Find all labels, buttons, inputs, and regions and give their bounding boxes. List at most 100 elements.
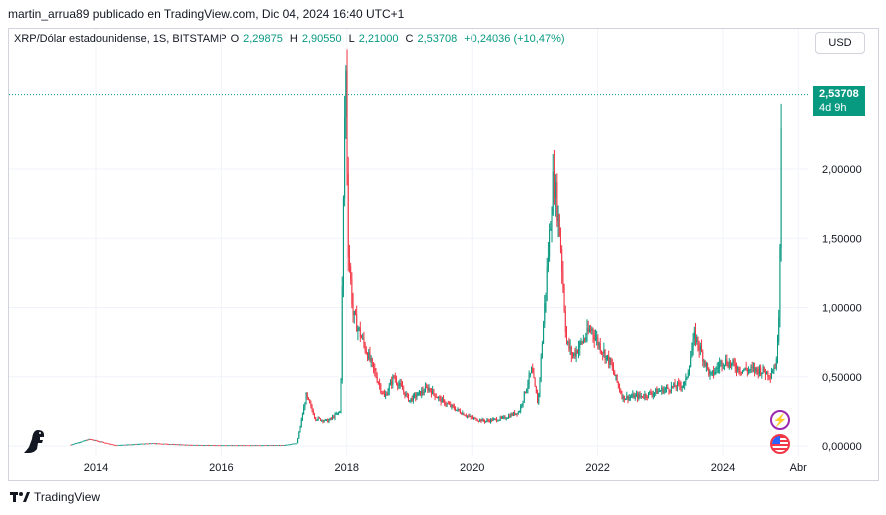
- candle-body: [106, 442, 108, 444]
- candle-body: [497, 420, 499, 422]
- candle-body: [90, 439, 92, 441]
- candle-body: [282, 445, 284, 447]
- candle-body: [779, 248, 781, 318]
- candle-body: [160, 443, 162, 445]
- candle-body: [257, 445, 259, 447]
- candle-body: [359, 327, 361, 338]
- candle-body: [383, 393, 385, 397]
- candle-body: [310, 403, 312, 406]
- candle-body: [709, 372, 711, 376]
- candle-body: [203, 445, 205, 447]
- tradingview-logo[interactable]: TradingView: [10, 490, 100, 504]
- candle-body: [660, 390, 662, 392]
- candle-body: [743, 369, 745, 371]
- candle-body: [529, 372, 531, 375]
- candle-body: [83, 440, 85, 442]
- candle-body: [684, 381, 686, 386]
- candle-body: [704, 360, 706, 367]
- candle-body: [305, 393, 307, 405]
- candle-body: [137, 443, 139, 445]
- candle-body: [490, 419, 492, 422]
- candle-body: [734, 363, 736, 369]
- candle-body: [86, 439, 88, 441]
- candle-body: [708, 367, 710, 376]
- candle-body: [444, 399, 446, 405]
- candle-body: [281, 445, 283, 447]
- candle-body: [277, 445, 279, 447]
- candle-body: [123, 444, 125, 446]
- candle-body: [338, 412, 340, 414]
- candle-body: [240, 445, 242, 447]
- candle-body: [481, 419, 483, 422]
- candle-body: [682, 385, 684, 387]
- candle-body: [150, 443, 152, 445]
- candle-body: [101, 441, 103, 443]
- candle-body: [154, 443, 156, 445]
- candle-body: [336, 412, 338, 415]
- candle-body: [189, 444, 191, 446]
- candle-body: [321, 420, 323, 422]
- candle-body: [245, 445, 247, 447]
- candle-body: [705, 363, 707, 367]
- candle-body: [568, 341, 570, 349]
- candle-body: [667, 386, 669, 389]
- candle-body: [711, 370, 713, 373]
- candle-body: [780, 128, 782, 249]
- candle-body: [641, 395, 643, 398]
- flag-us-icon[interactable]: [770, 434, 790, 454]
- flash-icon[interactable]: ⚡: [770, 410, 790, 430]
- candle-body: [440, 397, 442, 403]
- candle-body: [225, 445, 227, 447]
- candle-body: [626, 395, 628, 399]
- candle-body: [346, 70, 348, 174]
- candle-body: [606, 355, 608, 357]
- candle-body: [412, 394, 414, 402]
- candle-body: [570, 346, 572, 355]
- candle-body: [369, 352, 371, 361]
- candle-body: [75, 443, 77, 445]
- candle-body: [494, 418, 496, 420]
- candle-body: [394, 377, 396, 380]
- candle-body: [163, 443, 165, 445]
- candle-body: [329, 418, 331, 421]
- candle-body: [405, 393, 407, 397]
- candle-body: [615, 374, 617, 376]
- candle-body: [205, 445, 207, 447]
- candle-body: [760, 367, 762, 375]
- candle-body: [508, 415, 510, 418]
- candle-body: [128, 444, 130, 446]
- candle-body: [271, 445, 273, 447]
- candle-body: [388, 385, 390, 392]
- candle-body: [260, 445, 262, 447]
- y-tick-label: 2,00000: [822, 164, 862, 176]
- candle-body: [527, 384, 529, 390]
- currency-button[interactable]: USD: [815, 32, 865, 54]
- candle-body: [306, 393, 308, 398]
- candle-body: [516, 413, 518, 415]
- candle-body: [455, 408, 457, 411]
- grid-lines: [9, 29, 808, 456]
- candle-body: [469, 415, 471, 417]
- candle-body: [256, 445, 258, 447]
- candle-body: [131, 444, 133, 446]
- candle-body: [633, 394, 635, 399]
- candle-body: [703, 360, 705, 362]
- symbol-name[interactable]: XRP/Dólar estadounidense, 1S, BITSTAMP: [14, 33, 227, 45]
- candle-body: [218, 445, 220, 447]
- candle-body: [611, 364, 613, 368]
- candle-body: [170, 444, 172, 446]
- candle-body: [720, 361, 722, 364]
- dino-icon[interactable]: [22, 428, 48, 456]
- candle-body: [374, 367, 376, 372]
- candle-body: [238, 445, 240, 447]
- candle-body: [744, 367, 746, 370]
- candle-body: [446, 403, 448, 405]
- candle-body: [397, 383, 399, 387]
- candle-body: [635, 394, 637, 396]
- candle-body: [486, 419, 488, 421]
- candle-body: [110, 443, 112, 445]
- candle-body: [285, 444, 287, 446]
- candle-body: [96, 440, 98, 442]
- candle-body: [752, 367, 754, 369]
